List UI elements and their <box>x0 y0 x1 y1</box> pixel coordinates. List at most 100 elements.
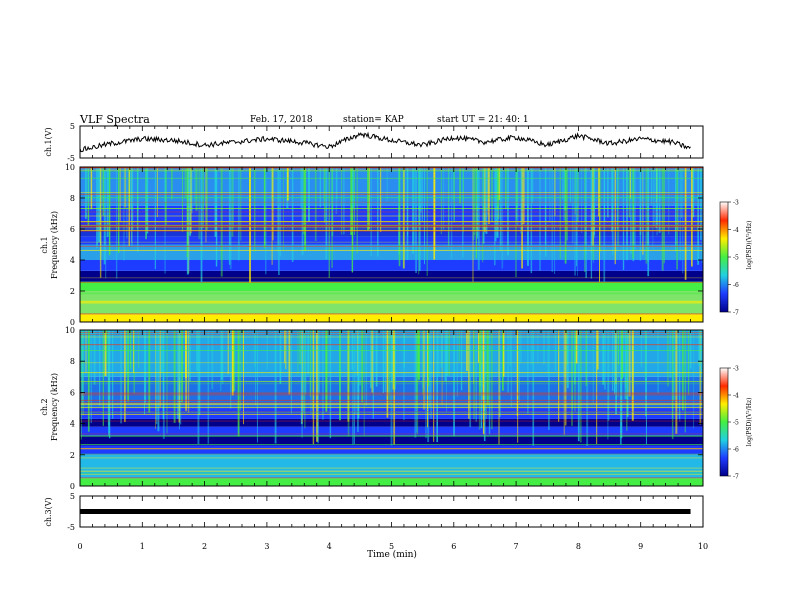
spectrogram-streak <box>447 167 450 247</box>
narrowband-line <box>80 221 703 222</box>
spectrogram-streak <box>616 167 618 254</box>
spectrogram-streak <box>187 330 190 413</box>
narrowband-line <box>80 420 703 422</box>
spectrogram-streak <box>422 330 424 388</box>
spectrogram-streak <box>612 167 614 256</box>
spectrogram-streak <box>220 330 222 391</box>
spectrogram-streak <box>615 330 618 407</box>
narrowband-line <box>80 303 703 304</box>
narrowband-line <box>80 282 703 283</box>
x-tick-label: 1 <box>140 542 145 551</box>
spectrogram-streak <box>418 167 421 271</box>
spectrogram-streak <box>472 167 474 255</box>
narrowband-line <box>80 433 703 435</box>
spectrogram-streak <box>679 167 682 261</box>
spectrogram-streak <box>485 330 487 419</box>
y-tick-label: 2 <box>70 287 75 296</box>
spectrogram-streak <box>599 167 600 282</box>
spectrogram-streak <box>318 330 320 394</box>
spectrogram-streak <box>239 330 242 411</box>
spectrogram-streak <box>394 330 396 390</box>
spectrogram-streak <box>229 167 232 270</box>
spectrogram-streak <box>184 167 187 199</box>
spectrogram-streak <box>365 330 368 406</box>
spectrogram-streak <box>620 330 623 438</box>
spectrogram-streak <box>386 167 388 202</box>
spectrogram-streak <box>237 167 240 261</box>
spectrogram-streak <box>195 167 198 211</box>
spectrogram-band <box>80 445 703 455</box>
spectrogram-streak <box>692 167 695 218</box>
spectrogram-streak <box>284 330 286 364</box>
y-tick-label: 5 <box>70 492 75 501</box>
spectrogram-streak <box>509 330 512 367</box>
spectrogram-streak <box>301 330 303 438</box>
spectrogram-streak <box>303 330 305 414</box>
narrowband-line <box>80 225 703 226</box>
spectrogram-streak <box>693 330 695 429</box>
spectrogram-streak <box>316 330 319 442</box>
spectrogram-streak <box>668 167 670 235</box>
spectrogram-streak <box>127 330 129 402</box>
spectrogram-streak <box>617 167 620 247</box>
y-tick-label: 0 <box>70 482 75 491</box>
spectrogram-streak <box>477 330 480 363</box>
spectrogram-streak <box>312 330 315 445</box>
spectrogram-streak <box>300 330 302 425</box>
spectrogram-streak <box>701 167 703 264</box>
narrowband-line <box>80 402 703 403</box>
spectrogram-streak <box>136 167 139 252</box>
spectrogram-ch1 <box>80 167 703 322</box>
spectrogram-streak <box>505 167 507 210</box>
spectrogram-streak <box>640 330 642 367</box>
spectrogram-streak <box>564 167 567 264</box>
narrowband-line <box>80 230 703 232</box>
spectrogram-band <box>80 281 703 291</box>
spectrogram-streak <box>415 330 418 406</box>
x-axis-label: Time (min) <box>367 549 417 560</box>
spectrogram-streak <box>414 167 416 247</box>
narrowband-line <box>80 470 703 472</box>
spectrogram-streak <box>159 330 161 407</box>
spectrogram-streak <box>563 167 565 221</box>
colorbar-gradient <box>719 201 729 313</box>
spectrogram-streak <box>379 167 382 233</box>
y-tick-label: 2 <box>70 451 75 460</box>
spectrogram-streak <box>277 167 280 276</box>
spectrogram-streak <box>453 330 455 437</box>
spectrogram-streak <box>507 330 509 393</box>
spectrogram-streak <box>678 330 681 419</box>
spectrogram-streak <box>285 330 287 370</box>
spectrogram-streak <box>240 167 242 241</box>
spectrogram-streak <box>502 330 505 377</box>
spectrogram-streak <box>576 167 578 267</box>
narrowband-line <box>80 383 703 385</box>
x-tick-label: 10 <box>698 542 708 551</box>
narrowband-line <box>80 403 703 405</box>
spectrogram-streak <box>549 167 551 223</box>
spectrogram-streak <box>356 167 358 254</box>
spectrogram-streak <box>498 167 500 220</box>
spectrogram-streak <box>154 167 156 270</box>
spectrogram-streak <box>574 167 576 215</box>
spectrogram-streak <box>604 330 606 390</box>
narrowband-line <box>80 394 703 396</box>
spectrogram-streak <box>112 330 114 419</box>
spectrogram-ch2 <box>80 330 703 486</box>
spectrogram-streak <box>671 330 674 440</box>
spectrogram-streak <box>416 330 419 435</box>
spectrogram-streak <box>475 330 477 422</box>
spectrogram-streak <box>415 167 417 273</box>
spectrogram-streak <box>418 167 420 212</box>
spectrogram-streak <box>214 167 217 237</box>
colorbar-tick-label: -7 <box>733 474 739 481</box>
spectrogram-streak <box>220 330 223 380</box>
y-tick-label: 8 <box>70 194 75 203</box>
spectrogram-streak <box>329 330 332 439</box>
narrowband-line <box>80 293 703 295</box>
spectrogram-streak <box>507 167 509 256</box>
spectrogram-streak <box>403 330 405 421</box>
spectrogram-streak <box>369 330 372 389</box>
spectrogram-streak <box>304 330 307 394</box>
ch3-voltage-ylabel: ch.3(V) <box>44 497 53 526</box>
